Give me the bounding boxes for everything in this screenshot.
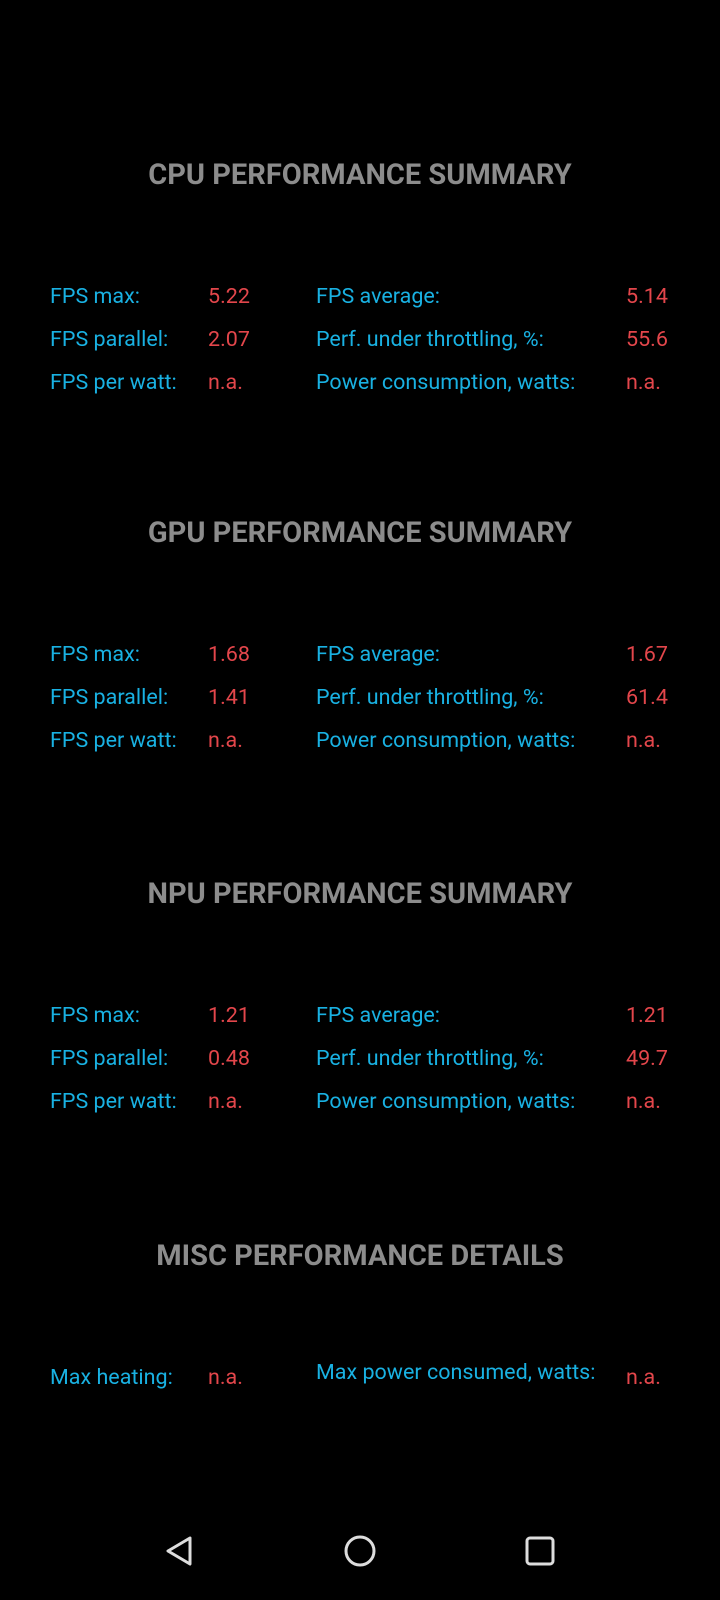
metric-value: 1.21 — [208, 1003, 250, 1028]
metric-value: 55.6 — [626, 327, 668, 352]
metric-value: 5.22 — [208, 284, 250, 309]
metric-value: 5.14 — [626, 284, 668, 309]
metric-value: 1.21 — [626, 1003, 668, 1028]
metric-label: FPS max: — [50, 1003, 140, 1028]
section-title: NPU PERFORMANCE SUMMARY — [147, 877, 573, 911]
section-title: GPU PERFORMANCE SUMMARY — [147, 516, 573, 550]
metric-value: n.a. — [626, 370, 661, 395]
metric-label: Max heating: — [50, 1365, 173, 1390]
metric-label: Max power consumed, watts: — [316, 1360, 596, 1385]
section-title: CPU PERFORMANCE SUMMARY — [148, 158, 572, 192]
metric-label: Power consumption, watts: — [316, 728, 576, 753]
metric-value: 1.67 — [626, 642, 668, 667]
metric-value: n.a. — [626, 728, 661, 753]
section-title: MISC PERFORMANCE DETAILS — [156, 1239, 564, 1273]
metric-value: n.a. — [208, 1089, 243, 1114]
metric-value: 61.4 — [626, 685, 668, 710]
metric-label: FPS max: — [50, 642, 140, 667]
metric-value: n.a. — [626, 1365, 661, 1390]
metric-value: 0.48 — [208, 1046, 250, 1071]
metric-label: FPS average: — [316, 284, 441, 309]
metric-label: Perf. under throttling, %: — [316, 685, 544, 710]
metric-label: Power consumption, watts: — [316, 1089, 576, 1114]
home-button[interactable] — [344, 1535, 376, 1567]
metric-label: FPS max: — [50, 284, 140, 309]
metric-value: n.a. — [208, 1365, 243, 1390]
back-button[interactable] — [166, 1536, 192, 1566]
metric-label: FPS parallel: — [50, 1046, 169, 1071]
metric-value: 1.68 — [208, 642, 250, 667]
metric-label: FPS per watt: — [50, 370, 177, 395]
metric-value: 2.07 — [208, 327, 250, 352]
metric-label: Perf. under throttling, %: — [316, 1046, 544, 1071]
metric-label: FPS parallel: — [50, 327, 169, 352]
metric-value: 1.41 — [208, 685, 250, 710]
metric-value: n.a. — [208, 370, 243, 395]
metric-value: n.a. — [626, 1089, 661, 1114]
metric-label: FPS average: — [316, 1003, 441, 1028]
metric-label: FPS average: — [316, 642, 441, 667]
metric-value: 49.7 — [626, 1046, 668, 1071]
metric-label: FPS per watt: — [50, 728, 177, 753]
metric-value: n.a. — [208, 728, 243, 753]
metric-label: Power consumption, watts: — [316, 370, 576, 395]
metric-label: FPS parallel: — [50, 685, 169, 710]
nav-bar — [166, 1535, 555, 1567]
metric-label: FPS per watt: — [50, 1089, 177, 1114]
metric-label: Perf. under throttling, %: — [316, 327, 544, 352]
recents-button[interactable] — [525, 1536, 555, 1566]
